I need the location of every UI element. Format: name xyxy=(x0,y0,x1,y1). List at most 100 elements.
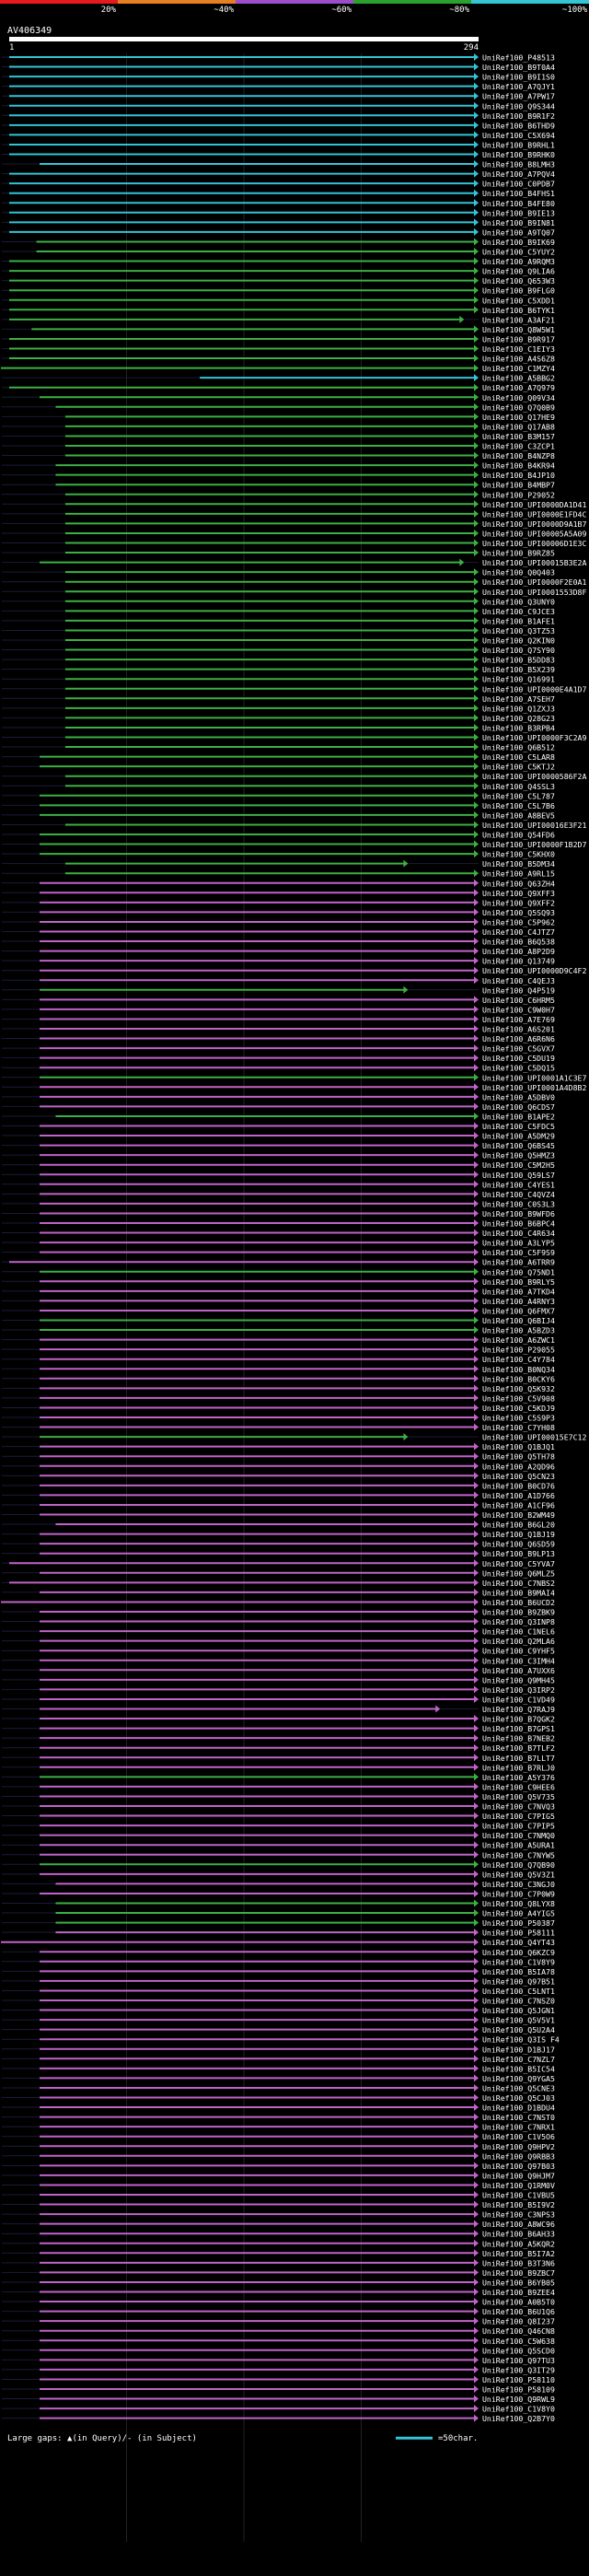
hit-arrow xyxy=(474,1219,479,1227)
hit-label: UniRef100_P58109 xyxy=(482,2385,555,2395)
hit-label: UniRef100_B4JP10 xyxy=(482,471,555,480)
hit-arrow xyxy=(474,831,479,838)
hit-label: UniRef100_C1VD49 xyxy=(482,1695,555,1704)
hit-arrow xyxy=(474,917,479,926)
hit-arrow xyxy=(474,626,479,635)
hit-arrow xyxy=(474,1180,479,1188)
hit-arrow xyxy=(474,1462,479,1470)
hit-label: UniRef100_C4QVZ4 xyxy=(482,1190,555,1199)
hit-label: UniRef100_C4Y784 xyxy=(482,1355,555,1364)
hit-label: UniRef100_A1CF96 xyxy=(482,1500,555,1509)
hit-label: UniRef100_A7PW17 xyxy=(482,92,555,101)
hit-label: UniRef100_Q6MLZ5 xyxy=(482,1568,555,1578)
hit-arrow xyxy=(474,2123,479,2131)
hit-arrow xyxy=(474,519,479,528)
hit-arrow xyxy=(474,413,479,421)
hit-arrow xyxy=(474,1423,479,1431)
hit-label: UniRef100_Q5K932 xyxy=(482,1384,555,1393)
hit-arrow xyxy=(474,656,479,664)
hit-label: UniRef100_B9RZ85 xyxy=(482,549,555,558)
hit-arrow xyxy=(474,1822,479,1830)
hit-arrow xyxy=(474,1442,479,1451)
hit-arrow xyxy=(474,53,479,61)
hit-label: UniRef100_C5KTJ2 xyxy=(482,763,555,772)
hit-label: UniRef100_Q54FD6 xyxy=(482,831,555,840)
hit-arrow xyxy=(474,334,479,343)
scale-label: ~100% xyxy=(562,6,588,15)
hit-arrow xyxy=(474,276,479,285)
hit-label: UniRef100_C5KDJ9 xyxy=(482,1404,555,1413)
hit-arrow xyxy=(474,2375,479,2384)
hit-label: UniRef100_Q7Q0B9 xyxy=(482,402,555,412)
hit-arrow xyxy=(474,1481,479,1489)
hit-arrow xyxy=(474,1841,479,1849)
hit-label: UniRef100_UPI0000E1FD4C xyxy=(482,509,586,519)
hit-arrow xyxy=(474,92,479,100)
hit-label: UniRef100_C5KHX0 xyxy=(482,850,555,859)
hit-label: UniRef100_Q3IRP2 xyxy=(482,1685,555,1695)
hit-label: UniRef100_B6YB05 xyxy=(482,2278,555,2287)
hit-arrow xyxy=(474,238,479,246)
hit-label: UniRef100_C1VBU5 xyxy=(482,2191,555,2200)
hit-arrow xyxy=(474,2356,479,2364)
hit-arrow xyxy=(474,2074,479,2082)
hit-arrow xyxy=(474,1782,479,1790)
hit-arrow xyxy=(474,1568,479,1577)
hit-label: UniRef100_Q9LIA6 xyxy=(482,267,555,276)
hit-arrow xyxy=(474,248,479,255)
hit-arrow xyxy=(474,1491,479,1499)
hit-arrow xyxy=(474,121,479,129)
hit-arrow xyxy=(474,267,479,275)
hit-arrow xyxy=(474,2365,479,2373)
hit-label: UniRef100_B5IC54 xyxy=(482,2064,555,2073)
hit-arrow xyxy=(474,82,479,90)
hit-arrow xyxy=(474,2326,479,2335)
hit-arrow xyxy=(474,1918,479,1927)
hit-label: UniRef100_A7UXX6 xyxy=(482,1666,555,1675)
hit-label: UniRef100_B5I7A2 xyxy=(482,2249,555,2258)
hit-label: UniRef100_A4S6Z8 xyxy=(482,355,555,364)
hit-label: UniRef100_Q6BIJ4 xyxy=(482,1316,555,1325)
hit-arrow xyxy=(474,996,479,1004)
scale-segment xyxy=(236,0,353,4)
hit-label: UniRef100_D1BJ17 xyxy=(482,2045,555,2054)
hit-label: UniRef100_B9IE13 xyxy=(482,208,555,217)
hit-label: UniRef100_P29052 xyxy=(482,490,555,499)
hit-label: UniRef100_Q5HMZ3 xyxy=(482,1151,555,1160)
hit-label: UniRef100_Q13749 xyxy=(482,957,555,966)
hit-label: UniRef100_B4NZP8 xyxy=(482,451,555,460)
hit-arrow xyxy=(474,1598,479,1606)
hit-arrow xyxy=(474,1044,479,1053)
hit-arrow xyxy=(474,752,479,761)
hit-arrow xyxy=(474,1316,479,1324)
hit-label: UniRef100_Q97B51 xyxy=(482,1976,555,1986)
hit-arrow xyxy=(474,879,479,887)
hit-arrow xyxy=(474,1500,479,1509)
hit-label: UniRef100_B9RHK0 xyxy=(482,150,555,159)
hit-arrow xyxy=(474,189,479,197)
hit-label: UniRef100_Q8I237 xyxy=(482,2317,555,2326)
hit-arrow xyxy=(474,763,479,771)
hit-label: UniRef100_C7NYW5 xyxy=(482,1850,555,1859)
hit-arrow xyxy=(474,1802,479,1810)
hit-label: UniRef100_C9JCE3 xyxy=(482,607,555,616)
hit-arrow xyxy=(474,393,479,402)
hit-arrow xyxy=(474,1850,479,1859)
hit-arrow xyxy=(474,723,479,731)
hit-label: UniRef100_C5YVA7 xyxy=(482,1559,555,1568)
hit-label: UniRef100_C5P962 xyxy=(482,917,555,927)
hit-arrow xyxy=(474,2006,479,2014)
hit-label: UniRef100_B8LMH3 xyxy=(482,160,555,169)
hit-label: UniRef100_C5V908 xyxy=(482,1393,555,1403)
hit-label: UniRef100_A6TRR9 xyxy=(482,1258,555,1267)
hit-label: UniRef100_B6TYK1 xyxy=(482,306,555,315)
hit-arrow xyxy=(403,859,409,868)
hit-label: UniRef100_B6GL20 xyxy=(482,1521,555,1530)
hit-arrow xyxy=(474,588,479,596)
hit-label: UniRef100_Q5V5V1 xyxy=(482,2016,555,2025)
hit-arrow xyxy=(474,1393,479,1402)
hit-arrow xyxy=(474,1404,479,1412)
hit-arrow xyxy=(474,1239,479,1247)
hit-arrow xyxy=(474,180,479,188)
hit-arrow xyxy=(474,1870,479,1878)
